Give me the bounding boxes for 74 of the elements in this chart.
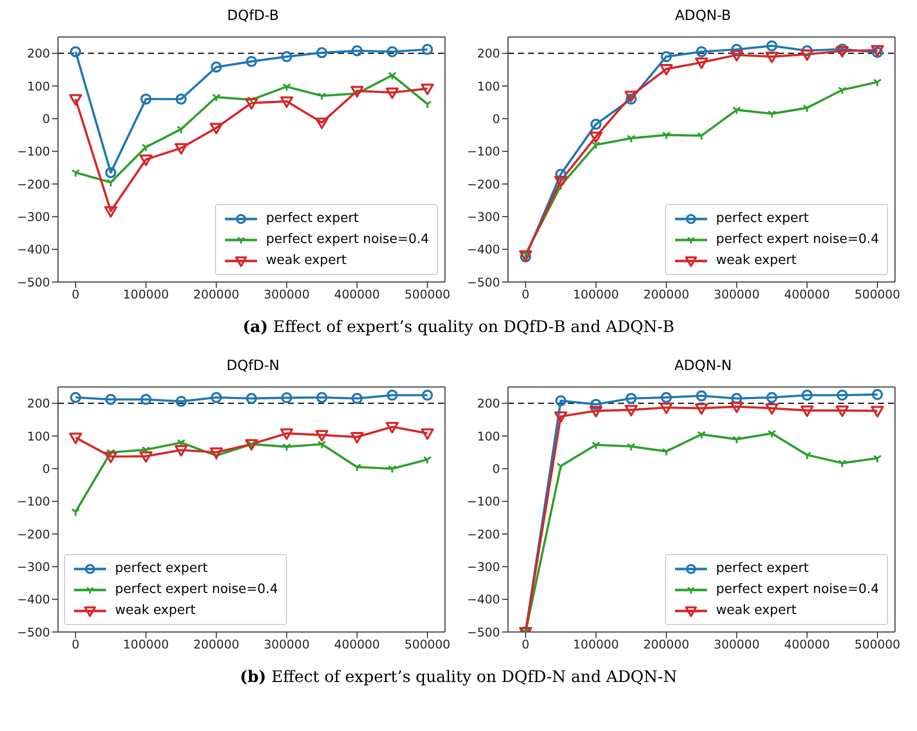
y-tick-label: −200 (17, 177, 50, 192)
x-tick-label: 400000 (784, 288, 830, 302)
legend-label: weak expert (266, 253, 346, 268)
x-tick-label: 0 (72, 638, 80, 652)
x-tick-label: 500000 (404, 638, 450, 652)
legend-label: perfect expert (266, 211, 359, 226)
legend-label: weak expert (716, 253, 796, 268)
x-tick-label: 500000 (404, 288, 450, 302)
x-tick-label: 100000 (573, 638, 619, 652)
legend-label: perfect expert (716, 561, 809, 576)
y-tick-label: 100 (27, 429, 50, 444)
legend-label: perfect expert (115, 561, 208, 576)
legend-label: weak expert (115, 603, 196, 618)
y-tick-label: −200 (467, 177, 500, 192)
y-tick-label: 200 (27, 396, 50, 411)
y-tick-label: 100 (477, 429, 500, 444)
x-tick-label: 300000 (264, 638, 310, 652)
y-tick-label: −200 (467, 527, 500, 542)
y-tick-label: 0 (492, 462, 500, 476)
y-tick-label: −200 (17, 527, 50, 542)
y-tick-label: 100 (27, 79, 50, 94)
legend-label: perfect expert noise=0.4 (266, 232, 429, 247)
y-tick-label: −400 (17, 592, 50, 607)
y-tick-label: −300 (17, 560, 50, 574)
y-tick-label: 0 (492, 112, 500, 126)
y-tick-label: −100 (17, 144, 50, 159)
x-tick-label: 400000 (784, 638, 830, 652)
y-tick-label: −500 (467, 275, 500, 290)
y-tick-label: 200 (477, 396, 500, 411)
y-tick-label: −400 (17, 242, 50, 257)
x-tick-label: 0 (522, 288, 530, 302)
y-tick-label: 0 (42, 112, 50, 126)
x-tick-label: 400000 (334, 288, 380, 302)
y-tick-label: 0 (42, 462, 50, 476)
y-tick-label: −500 (467, 625, 500, 640)
y-tick-label: −100 (467, 144, 500, 159)
x-tick-label: 500000 (854, 288, 900, 302)
legend-label: perfect expert noise=0.4 (716, 232, 879, 247)
x-tick-label: 200000 (643, 288, 690, 302)
x-tick-label: 200000 (193, 638, 240, 652)
y-tick-label: −400 (467, 242, 500, 257)
legend-label: perfect expert noise=0.4 (716, 582, 879, 597)
x-tick-label: 300000 (714, 288, 760, 302)
x-tick-label: 200000 (643, 638, 690, 652)
text: (b) Effect of expert’s quality on DQfD-N and ADQN-N (238, 666, 678, 688)
y-tick-label: −300 (467, 560, 500, 574)
legend-label: weak expert (716, 603, 796, 618)
text: (a) Effect of expert’s quality on DQfD-B and ADQN-B (242, 316, 676, 338)
chart-title: ADQN-B (674, 8, 732, 26)
y-tick-label: −300 (467, 210, 500, 224)
y-tick-label: 100 (477, 79, 500, 94)
y-tick-label: −100 (467, 494, 500, 509)
x-tick-label: 200000 (193, 288, 240, 302)
x-tick-label: 500000 (854, 638, 900, 652)
x-tick-label: 300000 (714, 638, 760, 652)
x-tick-label: 0 (522, 638, 530, 652)
legend-label: perfect expert (716, 211, 809, 226)
chart-title: ADQN-N (673, 358, 733, 376)
x-tick-label: 100000 (573, 288, 619, 302)
y-tick-label: 200 (27, 46, 50, 61)
y-tick-label: −400 (467, 592, 500, 607)
y-tick-label: −100 (17, 494, 50, 509)
chart-title: DQfD-N (225, 358, 281, 376)
chart-title: DQfD-B (226, 8, 280, 26)
y-tick-label: −500 (17, 275, 50, 290)
legend-label: perfect expert noise=0.4 (115, 582, 278, 597)
x-tick-label: 300000 (264, 288, 310, 302)
y-tick-label: −500 (17, 625, 50, 640)
x-tick-label: 0 (72, 288, 80, 302)
x-tick-label: 100000 (123, 288, 169, 302)
y-tick-label: −300 (17, 210, 50, 224)
y-tick-label: 200 (477, 46, 500, 61)
x-tick-label: 100000 (123, 638, 169, 652)
x-tick-label: 400000 (334, 638, 380, 652)
